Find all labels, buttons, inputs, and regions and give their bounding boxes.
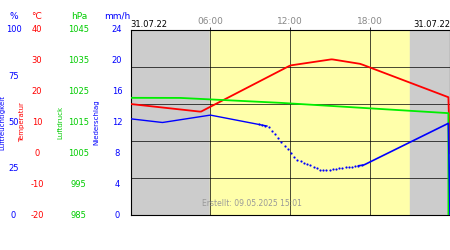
Text: 100: 100 — [5, 26, 22, 35]
Point — [342, 166, 349, 170]
Text: 4: 4 — [114, 180, 120, 188]
Text: 1025: 1025 — [68, 87, 89, 96]
Text: 31.07.22: 31.07.22 — [130, 20, 167, 29]
Point — [284, 147, 292, 151]
Text: 20: 20 — [112, 56, 122, 66]
Point — [316, 168, 324, 172]
Text: Niederschlag: Niederschlag — [94, 100, 100, 145]
Point — [313, 166, 320, 170]
Text: 10: 10 — [32, 118, 42, 127]
Text: 30: 30 — [32, 56, 42, 66]
Point — [336, 166, 343, 170]
Point — [351, 164, 359, 168]
Text: Erstellt: 09.05.2025 15:01: Erstellt: 09.05.2025 15:01 — [202, 198, 302, 207]
Text: 1035: 1035 — [68, 56, 89, 66]
Text: hPa: hPa — [71, 12, 87, 21]
Text: 12: 12 — [112, 118, 122, 127]
Point — [300, 161, 307, 165]
Point — [358, 163, 365, 167]
Point — [268, 129, 275, 133]
Text: Temperatur: Temperatur — [19, 102, 26, 142]
Text: °C: °C — [32, 12, 42, 21]
Text: mm/h: mm/h — [104, 12, 130, 21]
Text: 24: 24 — [112, 26, 122, 35]
Point — [255, 122, 262, 126]
Point — [265, 125, 272, 129]
Point — [262, 124, 269, 128]
Point — [303, 162, 310, 166]
Text: 20: 20 — [32, 87, 42, 96]
Bar — [410, 30, 450, 215]
Text: 0: 0 — [11, 210, 16, 220]
Point — [323, 168, 330, 172]
Point — [355, 164, 362, 168]
Point — [297, 159, 304, 163]
Text: 995: 995 — [71, 180, 86, 188]
Text: 50: 50 — [8, 118, 19, 127]
Point — [333, 167, 340, 171]
Point — [326, 168, 333, 172]
Text: Luftdruck: Luftdruck — [58, 106, 64, 139]
Point — [291, 155, 298, 159]
Text: -10: -10 — [30, 180, 44, 188]
Point — [259, 123, 266, 127]
Text: Luftfeuchtigkeit: Luftfeuchtigkeit — [0, 95, 5, 150]
Point — [278, 140, 285, 144]
Point — [271, 132, 279, 136]
Point — [281, 144, 288, 148]
Point — [348, 164, 356, 168]
Point — [320, 168, 327, 172]
Text: 1045: 1045 — [68, 26, 89, 35]
Point — [339, 166, 346, 170]
Point — [310, 165, 317, 169]
Text: 1015: 1015 — [68, 118, 89, 127]
Text: 31.07.22: 31.07.22 — [413, 20, 450, 29]
Text: -20: -20 — [30, 210, 44, 220]
Point — [274, 136, 282, 140]
Text: 75: 75 — [8, 72, 19, 81]
Point — [345, 165, 352, 169]
Text: 25: 25 — [8, 164, 19, 173]
Point — [329, 167, 337, 171]
Text: 985: 985 — [71, 210, 87, 220]
Text: 8: 8 — [114, 149, 120, 158]
Text: 0: 0 — [34, 149, 40, 158]
Text: %: % — [9, 12, 18, 21]
Point — [307, 164, 314, 168]
Point — [294, 158, 301, 162]
Text: 16: 16 — [112, 87, 122, 96]
Text: 0: 0 — [114, 210, 120, 220]
Text: 40: 40 — [32, 26, 42, 35]
Text: 1005: 1005 — [68, 149, 89, 158]
Point — [288, 151, 295, 155]
Bar — [211, 30, 410, 215]
Bar — [130, 30, 211, 215]
